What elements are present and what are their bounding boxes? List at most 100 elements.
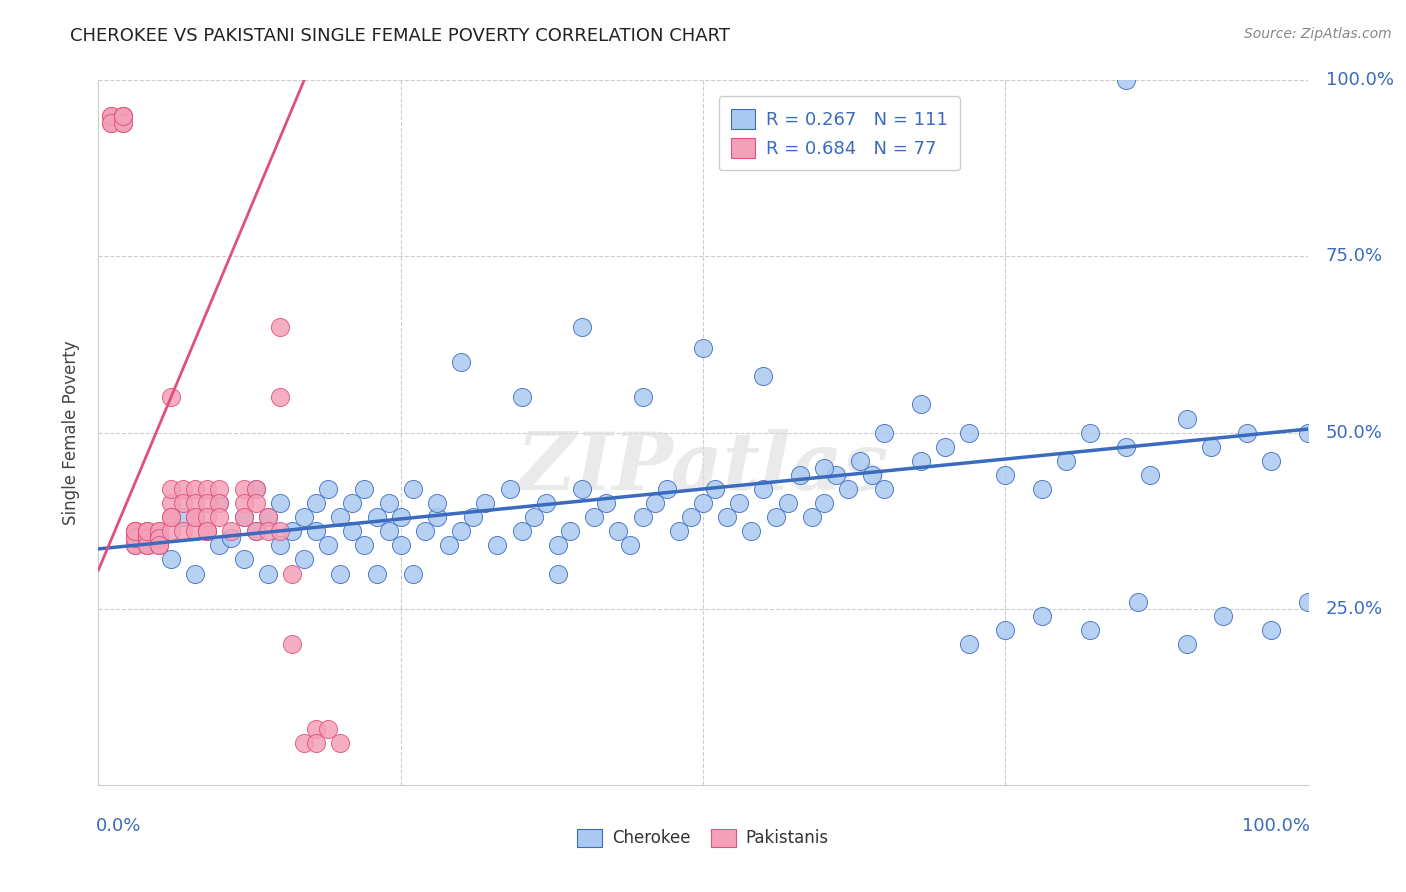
Point — [135, 538, 157, 552]
Point — [1031, 608, 1053, 623]
Point — [366, 566, 388, 581]
Point — [631, 510, 654, 524]
Point — [172, 524, 194, 539]
Point — [124, 538, 146, 552]
Point — [860, 467, 883, 482]
Point — [160, 510, 183, 524]
Point — [716, 510, 738, 524]
Point — [281, 566, 304, 581]
Point — [232, 510, 254, 524]
Point — [342, 524, 364, 539]
Point — [1260, 623, 1282, 637]
Text: 25.0%: 25.0% — [1326, 599, 1384, 618]
Point — [426, 496, 449, 510]
Point — [692, 341, 714, 355]
Point — [148, 524, 170, 539]
Point — [160, 496, 183, 510]
Point — [752, 482, 775, 496]
Point — [111, 115, 134, 129]
Point — [160, 391, 183, 405]
Point — [389, 538, 412, 552]
Point — [1115, 440, 1137, 454]
Point — [305, 496, 328, 510]
Point — [148, 538, 170, 552]
Point — [873, 425, 896, 440]
Point — [534, 496, 557, 510]
Point — [1078, 623, 1101, 637]
Point — [402, 482, 425, 496]
Point — [184, 510, 207, 524]
Point — [1296, 595, 1319, 609]
Point — [124, 538, 146, 552]
Point — [692, 496, 714, 510]
Point — [245, 524, 267, 539]
Point — [208, 538, 231, 552]
Point — [740, 524, 762, 539]
Point — [245, 496, 267, 510]
Point — [208, 496, 231, 510]
Point — [245, 482, 267, 496]
Point — [558, 524, 581, 539]
Point — [510, 391, 533, 405]
Point — [679, 510, 702, 524]
Point — [160, 552, 183, 566]
Point — [148, 532, 170, 546]
Point — [245, 482, 267, 496]
Point — [281, 524, 304, 539]
Point — [195, 496, 218, 510]
Point — [111, 109, 134, 123]
Point — [342, 496, 364, 510]
Point — [728, 496, 751, 510]
Point — [316, 538, 339, 552]
Point — [450, 524, 472, 539]
Point — [644, 496, 666, 510]
Point — [377, 496, 399, 510]
Point — [256, 510, 278, 524]
Point — [776, 496, 799, 510]
Point — [208, 482, 231, 496]
Point — [281, 637, 304, 651]
Point — [1236, 425, 1258, 440]
Point — [148, 532, 170, 546]
Point — [305, 722, 328, 736]
Point — [910, 454, 932, 468]
Point — [316, 482, 339, 496]
Point — [292, 552, 315, 566]
Point — [124, 524, 146, 539]
Point — [837, 482, 859, 496]
Point — [463, 510, 485, 524]
Point — [184, 566, 207, 581]
Point — [329, 510, 352, 524]
Point — [1199, 440, 1222, 454]
Point — [184, 496, 207, 510]
Point — [148, 524, 170, 539]
Point — [366, 510, 388, 524]
Point — [221, 532, 243, 546]
Point — [389, 510, 412, 524]
Point — [111, 109, 134, 123]
Point — [1115, 73, 1137, 87]
Text: 50.0%: 50.0% — [1326, 424, 1382, 442]
Text: CHEROKEE VS PAKISTANI SINGLE FEMALE POVERTY CORRELATION CHART: CHEROKEE VS PAKISTANI SINGLE FEMALE POVE… — [70, 27, 730, 45]
Point — [111, 109, 134, 123]
Point — [316, 722, 339, 736]
Point — [135, 532, 157, 546]
Point — [269, 391, 291, 405]
Point — [413, 524, 436, 539]
Point — [607, 524, 630, 539]
Point — [135, 532, 157, 546]
Point — [160, 524, 183, 539]
Point — [498, 482, 520, 496]
Point — [1212, 608, 1234, 623]
Point — [631, 391, 654, 405]
Point — [195, 524, 218, 539]
Point — [329, 736, 352, 750]
Point — [813, 496, 835, 510]
Point — [1078, 425, 1101, 440]
Point — [1054, 454, 1077, 468]
Point — [1175, 411, 1198, 425]
Point — [619, 538, 641, 552]
Point — [208, 496, 231, 510]
Point — [1031, 482, 1053, 496]
Point — [135, 524, 157, 539]
